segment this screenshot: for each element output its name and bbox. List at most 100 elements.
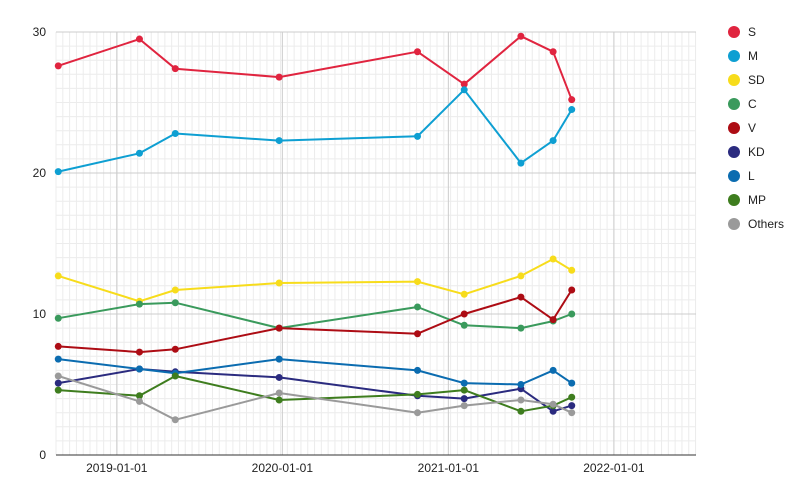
data-point-c xyxy=(135,300,143,308)
data-point-c xyxy=(171,299,179,307)
legend-marker-c xyxy=(728,98,740,110)
data-point-v xyxy=(414,330,422,338)
data-point-sd xyxy=(517,272,525,280)
data-point-v xyxy=(135,348,143,356)
legend-label-l: L xyxy=(748,169,755,183)
data-point-others xyxy=(549,400,557,408)
data-point-v xyxy=(54,342,62,350)
data-point-m xyxy=(275,137,283,145)
data-point-mp xyxy=(568,393,576,401)
data-point-mp xyxy=(460,386,468,394)
y-tick-label: 10 xyxy=(33,307,47,321)
legend-marker-v xyxy=(728,122,740,134)
legend-marker-kd xyxy=(728,146,740,158)
data-point-m xyxy=(568,106,576,114)
data-point-s xyxy=(54,62,62,70)
data-point-mp xyxy=(275,396,283,404)
data-point-v xyxy=(517,293,525,301)
data-point-sd xyxy=(54,272,62,280)
data-point-l xyxy=(517,381,525,388)
data-point-m xyxy=(517,159,525,167)
data-point-s xyxy=(171,65,179,73)
data-point-s xyxy=(135,35,143,43)
legend-label-c: C xyxy=(748,97,757,111)
legend-label-m: M xyxy=(748,49,758,63)
legend-marker-sd xyxy=(728,74,740,86)
data-point-v xyxy=(171,345,179,353)
y-tick-label: 0 xyxy=(39,448,46,462)
data-point-kd xyxy=(568,402,576,410)
data-point-kd xyxy=(549,407,557,415)
x-tick-label: 2022-01-01 xyxy=(583,461,645,475)
data-point-m xyxy=(549,137,557,145)
data-point-l xyxy=(460,379,468,387)
data-point-others xyxy=(517,396,525,404)
data-point-c xyxy=(54,314,62,322)
data-point-s xyxy=(549,48,557,56)
data-point-m xyxy=(171,130,179,138)
legend-label-sd: SD xyxy=(748,73,765,87)
data-point-c xyxy=(568,310,576,318)
data-point-l xyxy=(568,379,576,387)
data-point-s xyxy=(460,80,468,88)
data-point-l xyxy=(275,355,283,363)
data-point-mp xyxy=(517,407,525,415)
data-point-sd xyxy=(171,286,179,294)
data-point-l xyxy=(549,366,557,374)
data-point-l xyxy=(414,366,422,374)
data-point-v xyxy=(549,316,557,324)
legend-label-v: V xyxy=(748,121,756,135)
x-tick-label: 2020-01-01 xyxy=(252,461,314,475)
data-point-others xyxy=(414,409,422,417)
data-point-s xyxy=(275,73,283,81)
legend-marker-mp xyxy=(728,194,740,206)
data-point-mp xyxy=(135,392,143,400)
data-point-kd xyxy=(54,379,62,387)
data-point-mp xyxy=(171,372,179,380)
legend-label-others: Others xyxy=(748,217,784,231)
data-point-sd xyxy=(275,279,283,287)
data-point-m xyxy=(460,86,468,94)
data-point-sd xyxy=(414,278,422,286)
data-point-kd xyxy=(460,395,468,403)
data-point-mp xyxy=(54,386,62,394)
data-point-sd xyxy=(460,290,468,298)
data-point-s xyxy=(568,96,576,104)
legend-label-kd: KD xyxy=(748,145,765,159)
x-tick-label: 2021-01-01 xyxy=(418,461,480,475)
data-point-v xyxy=(568,286,576,294)
y-tick-label: 30 xyxy=(33,25,47,39)
data-point-others xyxy=(568,409,576,417)
data-point-kd xyxy=(275,373,283,381)
legend-label-mp: MP xyxy=(748,193,766,207)
data-point-m xyxy=(414,132,422,140)
data-point-mp xyxy=(414,390,422,398)
data-point-sd xyxy=(568,266,576,274)
data-point-others xyxy=(171,416,179,424)
legend-marker-others xyxy=(728,218,740,230)
data-point-s xyxy=(517,32,525,40)
data-point-v xyxy=(460,310,468,318)
y-tick-label: 20 xyxy=(33,166,47,180)
data-point-sd xyxy=(549,255,557,263)
data-point-m xyxy=(54,168,62,176)
data-point-c xyxy=(460,321,468,329)
data-point-others xyxy=(275,389,283,397)
data-point-v xyxy=(275,324,283,332)
x-tick-label: 2019-01-01 xyxy=(86,461,148,475)
data-point-others xyxy=(54,372,62,380)
data-point-others xyxy=(135,397,143,405)
legend-marker-l xyxy=(728,170,740,182)
data-point-m xyxy=(135,149,143,157)
data-point-l xyxy=(54,355,62,363)
data-point-others xyxy=(460,402,468,410)
data-point-l xyxy=(135,365,143,373)
data-point-c xyxy=(414,303,422,311)
data-point-c xyxy=(517,324,525,332)
legend-marker-s xyxy=(728,26,740,38)
legend-label-s: S xyxy=(748,25,756,39)
legend-marker-m xyxy=(728,50,740,62)
data-point-s xyxy=(414,48,422,56)
